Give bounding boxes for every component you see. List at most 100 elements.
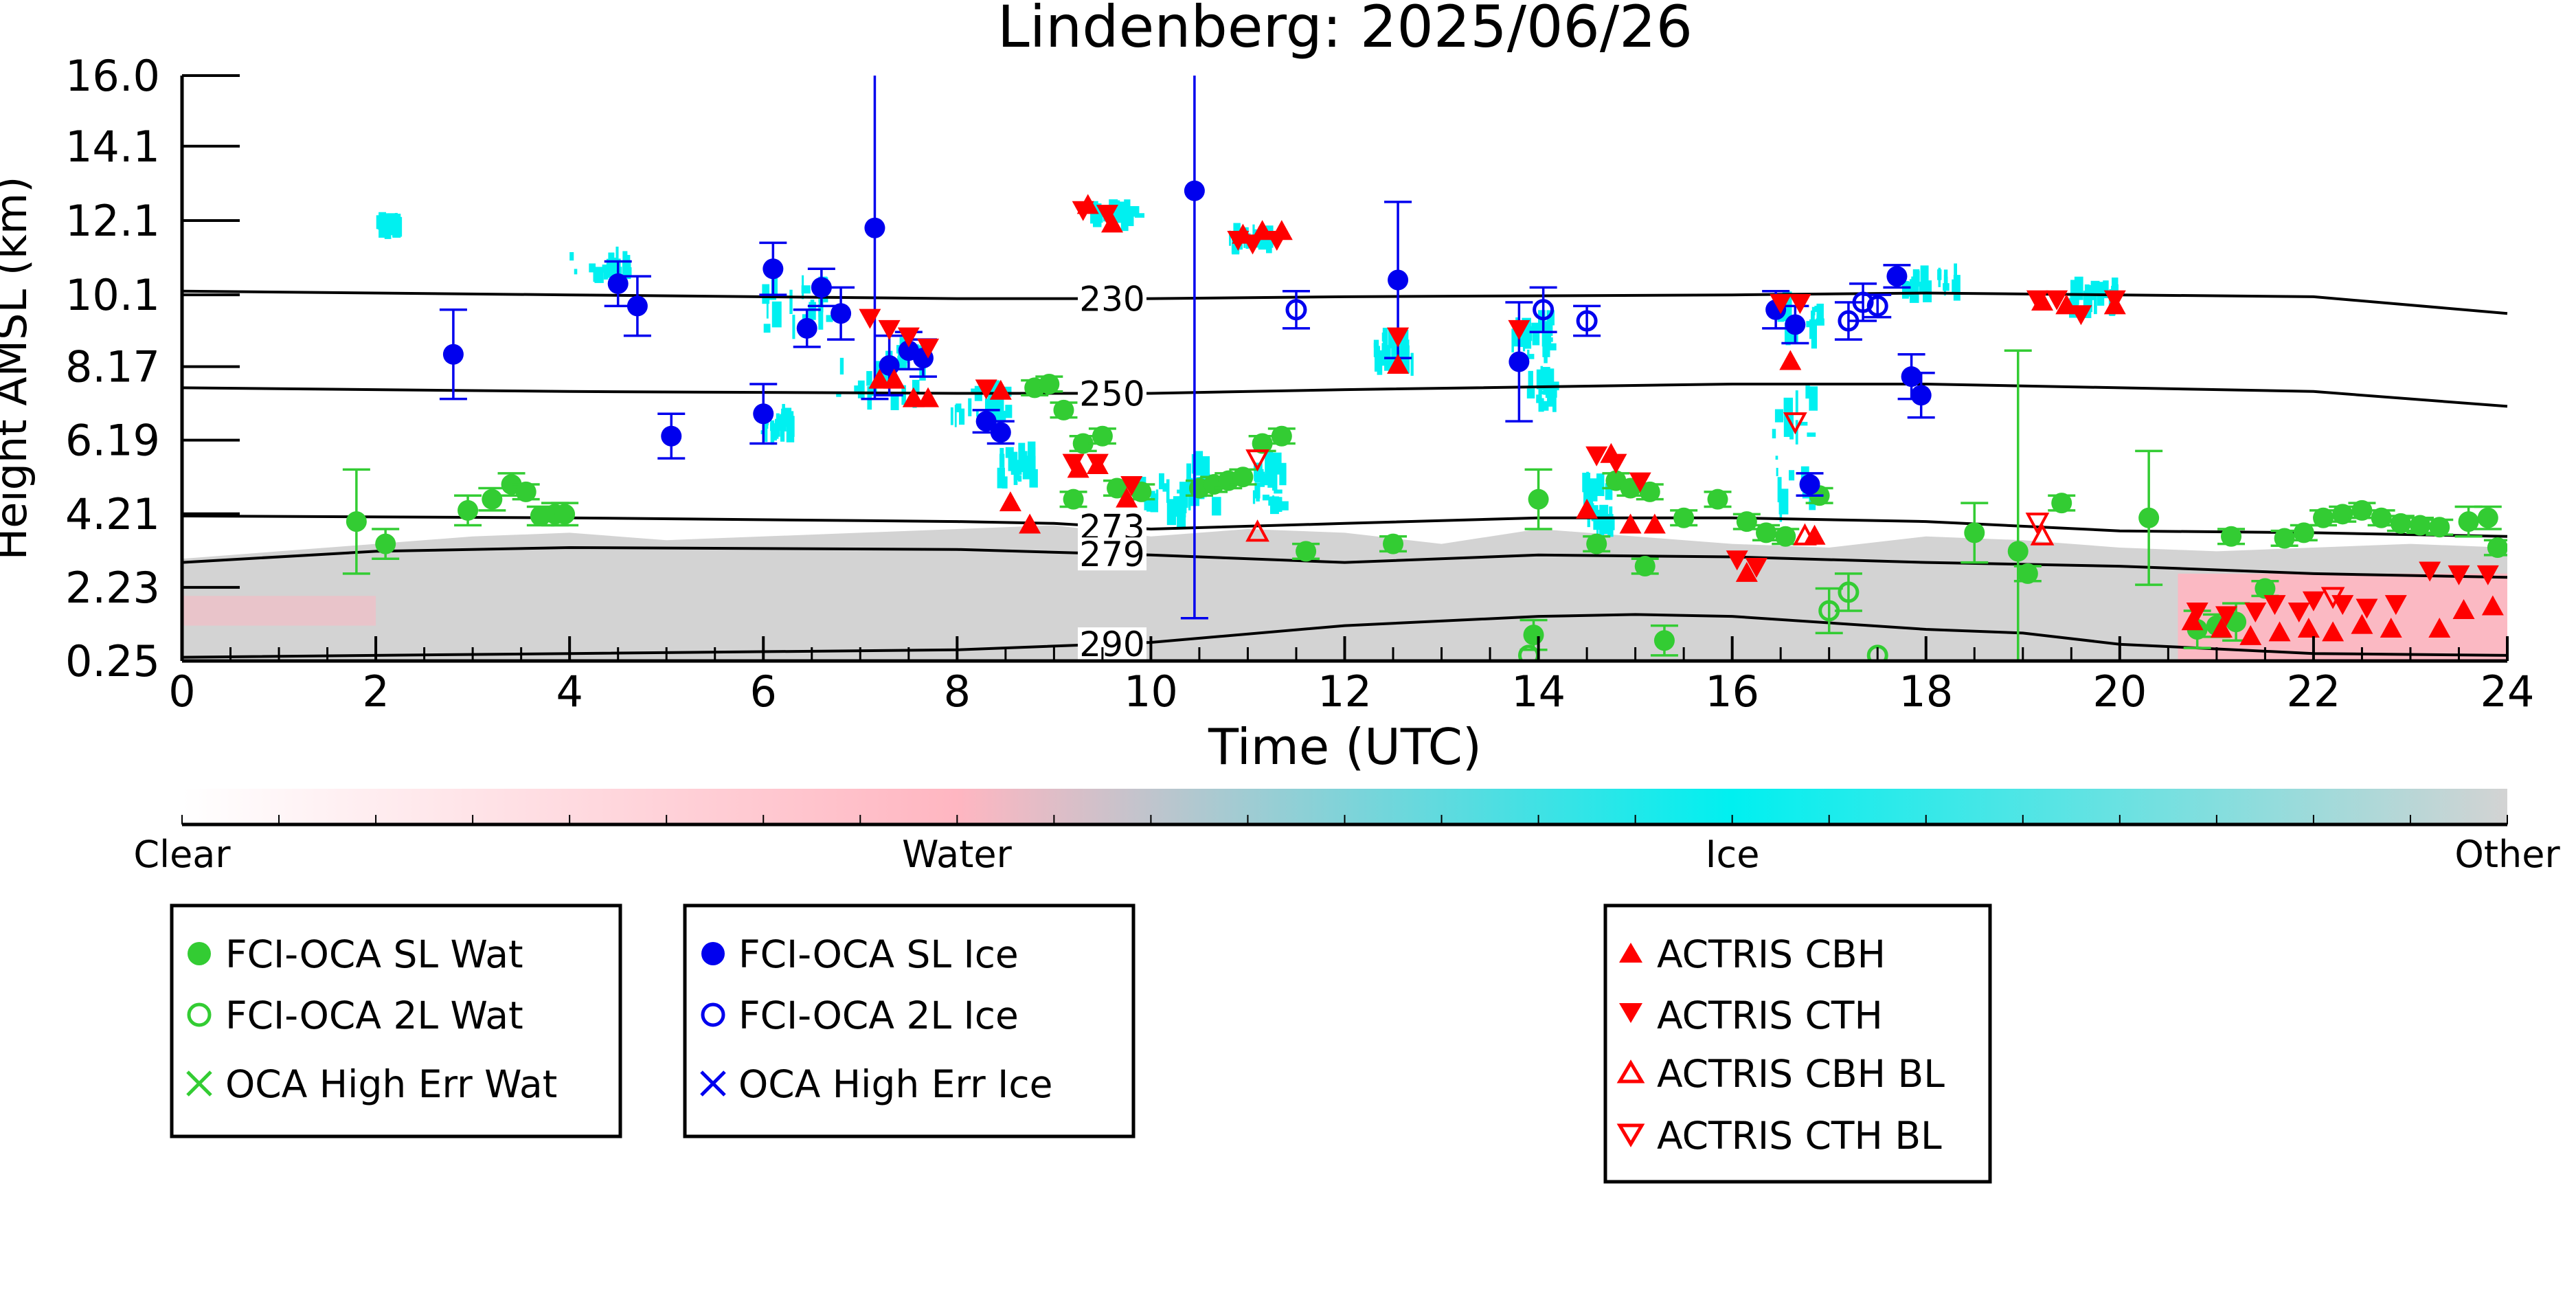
cloud-mask-ice [901,385,906,405]
cloud-mask-ice [1919,282,1928,294]
cloud-mask-ice [1912,269,1920,283]
data-point [442,344,464,365]
legend-actris: ACTRIS CBH ACTRIS CTH ACTRIS CBH BL ACTR… [1603,903,1992,1184]
cloud-mask-ice [1158,473,1164,490]
data-point [1387,353,1410,374]
data-point [2255,578,2276,599]
cloud-mask-ice [1374,346,1380,372]
data-point [1508,319,1530,340]
marker-layer [342,76,2507,661]
cloud-mask-ice [1607,514,1614,537]
cloud-mask-ice [997,467,1005,489]
legend-ice-frame [683,903,1136,1138]
cloud-mask-ice [1268,496,1275,506]
x-tick-label: 2 [362,666,389,717]
data-point [1707,489,1728,510]
y-tick-label: 2.23 [65,563,160,613]
cloud-mask-ice [1263,238,1269,243]
data-point [2186,602,2208,622]
data-point [1866,644,1888,661]
cloud-mask-ice [1399,345,1409,366]
cloud-mask-ice [1373,339,1379,348]
data-point [1726,550,1748,571]
data-point [1252,433,1273,454]
cloud-mask-ice [1092,208,1099,222]
legend-label-sl-wat: FCI-OCA SL Wat [225,932,523,976]
cloud-mask-ice [1546,310,1555,326]
data-point [1643,513,1666,534]
cloud-mask-ice [1531,322,1540,331]
cloud-mask-ice [950,407,953,425]
cloud-mask-ice [1953,275,1961,301]
cloud-mask-ice [774,423,784,428]
cloud-mask-ice [1188,487,1193,506]
data-point [2355,598,2378,619]
cloud-mask-ice [593,269,598,282]
data-point [2215,606,2237,627]
cloud-mask-ice [1382,328,1388,354]
cloud-mask-ice [1536,394,1542,403]
data-point [831,303,852,324]
data-point [1886,266,1908,287]
x-tick-label: 12 [1318,666,1372,717]
data-point [1756,522,1777,543]
legend-actris-frame [1603,903,1992,1184]
cloud-mask-ice [1811,306,1816,315]
cloud-mask-ice [2103,280,2109,298]
cloud-mask-ice [789,289,793,315]
cloud-mask-ice [1523,333,1532,349]
y-tick-label: 16.0 [65,51,160,101]
cloud-mask-ice [1029,446,1033,462]
cloud-mask-ice [766,294,769,319]
data-point [2070,305,2092,326]
data-point [2025,513,2050,535]
data-point [1775,526,1796,547]
data-point [1783,412,1807,435]
isotherm-label: 279 [1079,535,1144,574]
data-point [1067,458,1089,478]
data-point [1910,385,1932,406]
isotherm-label-bg [1078,537,1146,571]
cloud-mask-ice [1901,280,1909,299]
data-point [1629,472,1651,493]
cloud-mask-ice [857,380,865,398]
cloud-mask-ice [1173,496,1180,517]
isotherm-label-bg [1078,377,1146,410]
data-point [1296,541,1317,562]
data-point [1101,212,1123,233]
cloud-mask-ice [839,357,844,375]
cloud-mask-ice [1587,515,1590,528]
colorbar-label-water: Water [902,833,1012,876]
cloud-mask-ice [569,251,574,261]
cloud-mask-ice [1252,490,1256,504]
cloud-mask-ice [818,306,824,330]
cloud-mask-ice [1609,506,1613,519]
cloud-mask-ice [1538,398,1544,412]
cloud-mask-ice [1814,306,1817,313]
cloud-mask-ice [836,392,841,397]
colorbar: Clear Water Ice Other [133,789,2560,876]
data-point [1387,327,1410,348]
cloud-mask-ice [988,393,995,419]
cloud-mask-ice [1547,368,1555,385]
cloud-mask-ice [1542,401,1549,411]
cloud-mask-ice [997,410,1006,422]
x-axis-label: Time (UTC) [1208,718,1482,776]
legend-water-frame [170,903,622,1138]
data-point [1735,561,1758,582]
cloud-mask-ice [1927,281,1932,286]
cloud-mask-ice [1776,467,1778,477]
cloud-mask-ice [1168,510,1172,518]
cloud-mask-ice [1005,405,1013,418]
cloud-mask-ice [1532,323,1540,346]
colorbar-label-clear: Clear [133,833,231,876]
data-point [2390,513,2411,534]
data-point [2103,290,2126,311]
cloud-mask-ice [1536,369,1542,390]
cloud-mask-ice [866,371,872,386]
cloud-mask-ice [1602,473,1605,497]
colorbar-ticks [181,815,2508,824]
data-point [2322,621,2345,642]
cloud-mask-ice [1511,328,1514,352]
cloud-mask-water [182,596,376,626]
